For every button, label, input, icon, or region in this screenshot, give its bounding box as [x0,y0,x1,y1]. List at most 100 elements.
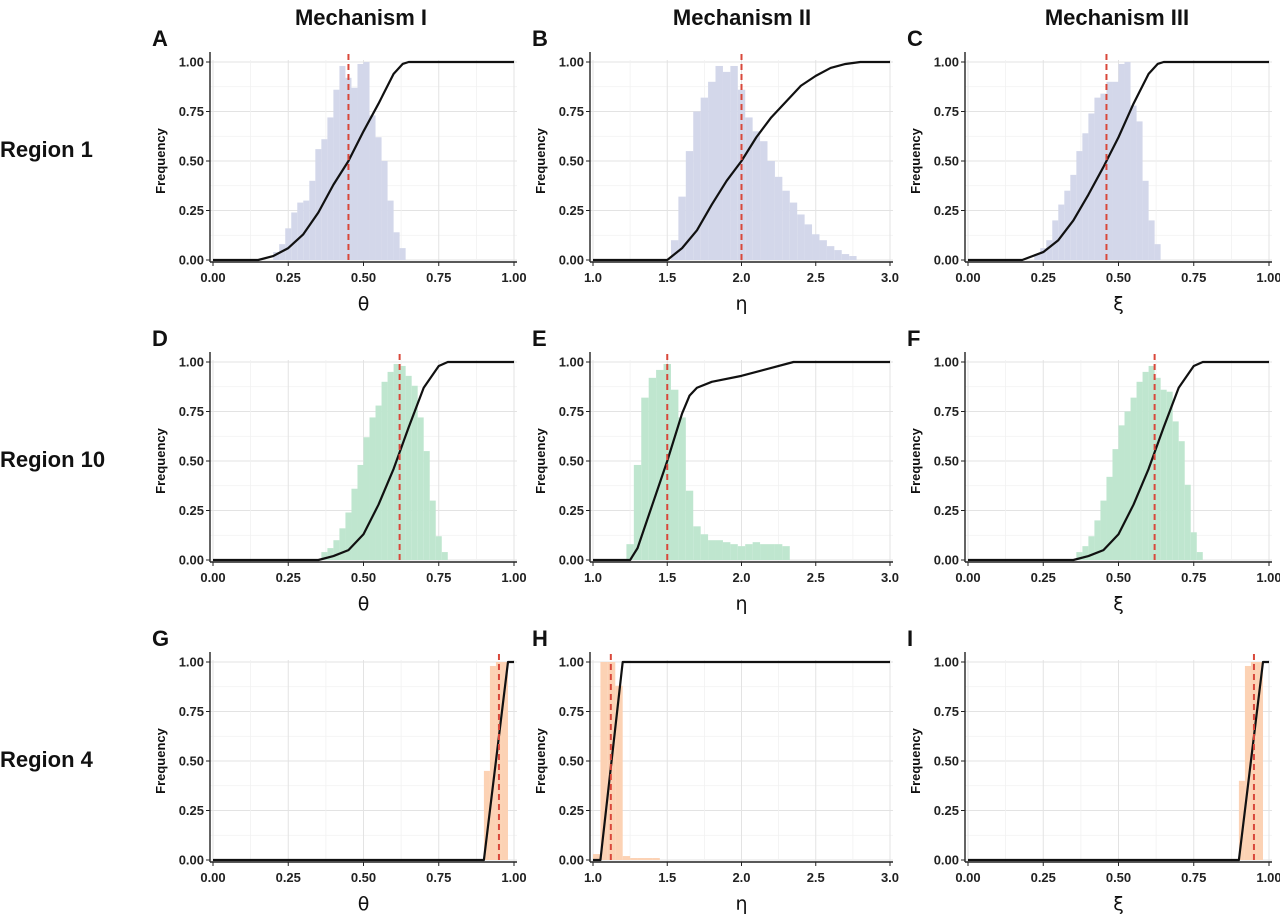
histogram-bar [730,65,738,261]
panel-f: 0.00 0.25 0.50 0.75 1.00 0.00 0.25 0.50 0.75 1.00… [907,326,1280,615]
y-tick-label: 0.75 [179,104,204,119]
y-tick-label: 0.00 [559,253,584,268]
y-tick-label: 0.25 [559,203,584,218]
y-tick-label: 0.75 [179,704,204,719]
panel-i: 0.00 0.25 0.50 0.75 1.00 0.00 0.25 0.50 0.75 1.00… [907,626,1280,915]
histogram-bar [760,544,768,560]
histogram-bar [1100,500,1107,560]
x-tick-label: 0.25 [1031,570,1056,585]
histogram-bar [789,202,798,260]
histogram-bar [722,71,731,261]
cdf-line [593,660,890,862]
histogram-bar [273,252,280,260]
histogram-bar [715,65,723,261]
histogram-bar [678,196,686,260]
y-tick-label: 0.00 [179,853,204,868]
histogram-bar [678,417,686,560]
histogram-bar [333,540,340,560]
panel-h: 0.00 0.25 0.50 0.75 1.00 1.0 1.5 2.0 2.5 3.0 Frequ… [532,626,899,915]
histogram-bar [1094,520,1101,560]
histogram-bar [745,544,753,560]
cdf-line [213,660,514,862]
y-tick-label: 0.50 [934,454,959,469]
row-title-2: Region 10 [0,447,105,472]
histogram-bar [1178,441,1185,560]
y-axis-label: Frequency [908,127,923,194]
histogram-bar [381,161,388,260]
histogram-bar [1256,662,1263,860]
histogram-bar [745,117,753,260]
histogram-bar [339,528,346,560]
histogram-bar [722,542,731,560]
histogram-bar [644,858,653,860]
x-axis-label: ξ [1113,293,1124,315]
histogram-bar [752,542,761,560]
x-tick-label: 0.75 [1181,270,1206,285]
x-tick-label: 3.0 [881,270,899,285]
histogram-bar [819,240,827,260]
histogram-bar [1244,665,1251,860]
column-title-3: Mechanism III [1045,5,1189,30]
y-tick-label: 0.75 [179,404,204,419]
x-tick-label: 1.00 [1256,570,1280,585]
y-axis-label: Frequency [533,127,548,194]
column-title-1: Mechanism I [295,5,427,30]
panel-letter: I [907,626,913,651]
x-tick-label: 1.00 [1256,270,1280,285]
histogram-bar [1106,81,1113,260]
histogram-bar [1130,105,1137,260]
x-tick-label: 0.75 [1181,570,1206,585]
histogram-bar [1154,244,1161,260]
x-tick-label: 1.00 [501,270,526,285]
y-tick-label: 0.25 [179,203,204,218]
y-tick-label: 0.00 [559,553,584,568]
histogram-bar [1118,63,1125,261]
histogram-bar [1076,552,1083,560]
histogram-bar [345,512,352,560]
histogram-bar [1148,220,1155,260]
histogram-bar [393,232,400,260]
x-tick-label: 0.00 [955,270,980,285]
x-tick-label: 1.5 [658,270,676,285]
histogram-bar [637,858,645,860]
histogram-bar [593,854,601,860]
histogram-bar [1172,421,1179,560]
histogram-bar [752,131,761,260]
histogram-bar [333,89,340,260]
histogram-bar [700,534,709,560]
x-tick-label: 1.00 [501,870,526,885]
panel-g: 0.00 0.25 0.50 0.75 1.00 0.00 0.25 0.50 0.75 1.00… [152,626,527,915]
y-axis-label: Frequency [153,427,168,494]
histogram-bar [715,540,723,560]
histogram-bar [357,464,364,560]
histogram-bar [1136,121,1143,261]
histogram-bar [693,111,701,260]
x-axis-label: θ [358,293,370,315]
histogram-bar [327,548,334,560]
histogram-bar [1160,389,1167,560]
y-tick-label: 0.25 [179,803,204,818]
x-tick-label: 0.25 [276,870,301,885]
histogram-bar [1124,411,1131,560]
y-tick-label: 1.00 [179,55,204,70]
histogram-bar [708,540,716,560]
x-tick-label: 0.00 [955,570,980,585]
y-tick-label: 0.25 [934,503,959,518]
histogram-bar [630,858,638,860]
histogram-bar [1118,425,1125,560]
histogram-bar [483,770,490,860]
histogram-bar [489,665,496,860]
y-tick-label: 0.00 [179,553,204,568]
histogram-bar [369,417,376,560]
histogram-bar [1238,780,1245,860]
histogram-bar [1070,174,1077,260]
histogram-bar [423,451,430,560]
panel-b: 0.00 0.25 0.50 0.75 1.00 1.0 1.5 2.0 2.5 3.0 Frequ… [532,26,899,315]
x-axis-label: θ [358,893,370,915]
histogram-bar [387,371,394,560]
panels: 0.000.250.500.751.000.00 0.25 0.50 0.75 1.00… [152,26,1280,915]
y-tick-label: 1.00 [559,655,584,670]
histogram-bar [760,141,768,260]
histogram-bar [685,151,694,260]
